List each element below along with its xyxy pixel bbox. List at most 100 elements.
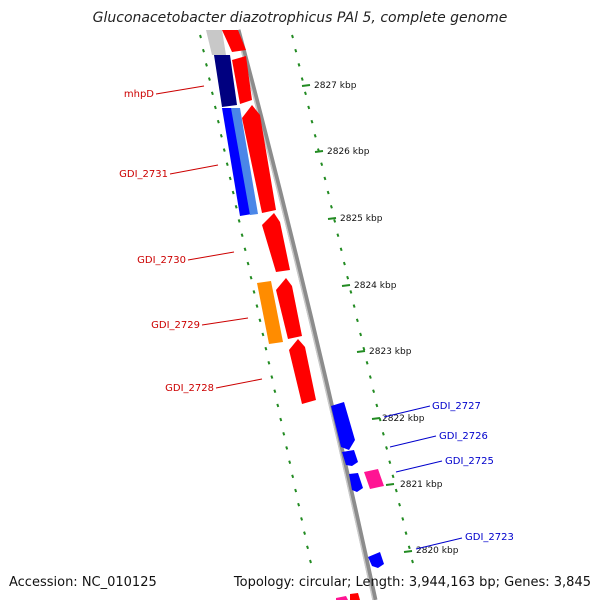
ruler-tick [371,417,381,420]
ruler-tick [301,84,311,87]
track-dash [231,190,235,195]
track-dash [342,261,346,266]
ruler-tick [403,550,413,553]
track-dash [365,361,369,365]
gene-GDI_2723 [368,552,384,568]
ruler-tick [314,150,324,153]
ruler-label: 2821 kbp [400,480,443,490]
track-dash [339,247,343,252]
track-dash [228,176,232,181]
gene-GDI_2728 [289,339,316,404]
track-dash [225,162,229,167]
track-dash [346,275,350,280]
gene-label[interactable]: GDI_2730 [137,255,186,266]
gene-label[interactable]: GDI_2729 [151,320,200,331]
track-dash [291,474,295,479]
ruler-tick [356,350,366,353]
track-dash [310,119,314,124]
track-dash [381,431,385,436]
track-dash [411,559,414,564]
gene-forward [276,278,302,339]
track-dash [216,119,220,124]
track-dash [404,531,408,535]
gene-label[interactable]: GDI_2727 [432,401,481,412]
label-leader [169,164,219,175]
track-dash [333,219,337,223]
gene-features [206,30,384,600]
dotted-track-left [199,34,312,564]
track-dash [222,148,226,152]
gene-forward [222,30,246,52]
track-dash [326,190,330,195]
label-leader [155,85,205,95]
gene-label[interactable]: GDI_2723 [465,532,514,543]
track-dash [210,91,214,96]
track-dash [336,233,340,237]
gene-forward [262,213,290,272]
track-dash [401,517,405,521]
label-leader [215,378,263,389]
gene-label[interactable]: GDI_2728 [165,383,214,394]
gene-label[interactable]: mhpD [124,89,154,100]
ruler: 2827 kbp 2826 kbp 2825 kbp 2824 kbp 2823… [301,81,459,556]
track-dash [375,403,379,408]
genome-backbone [235,29,378,600]
gene-mhpD [214,55,237,107]
ruler-label: 2824 kbp [354,281,397,291]
track-dash [270,375,274,379]
track-dash [313,134,317,138]
track-dash [398,502,401,507]
track-dash [237,219,241,223]
track-dash [202,48,205,53]
track-dash [388,460,392,464]
gene-GDI_2727 [331,402,355,450]
gene-label[interactable]: GDI_2731 [119,169,168,180]
label-leader [383,405,431,418]
track-dash [407,545,411,550]
track-dash [279,417,283,422]
track-dash [309,559,312,564]
track-dash [276,403,280,408]
track-dash [300,77,304,81]
genome-summary-text: Topology: circular; Length: 3,944,163 bp… [233,575,591,590]
track-dash [267,361,271,365]
gene-pink [336,596,348,600]
track-dash [282,431,286,436]
track-dash [291,34,294,39]
dotted-track-right [291,34,414,564]
track-dash [234,204,238,209]
gene-label[interactable]: GDI_2725 [445,456,494,467]
track-dash [219,134,223,138]
gene-forward [242,105,276,213]
ruler-label: 2820 kbp [416,546,459,556]
label-leader [187,251,235,261]
track-dash [204,63,208,67]
track-dash [258,318,262,323]
track-dash [385,446,389,450]
ruler-label: 2825 kbp [340,214,383,224]
track-dash [355,318,359,323]
gene-labels-right: GDI_2727 GDI_2726 GDI_2725 GDI_2723 [383,401,514,550]
gene-forward [350,593,360,600]
track-dash [368,375,372,379]
track-dash [297,63,301,67]
track-dash [264,346,268,351]
ruler-label: 2822 kbp [382,414,425,424]
ruler-tick [385,483,395,486]
gene-GDI_2726 [342,450,358,466]
track-dash [306,545,309,550]
label-leader [395,460,443,473]
track-dash [294,48,298,53]
track-dash [394,488,398,493]
track-dash [391,474,395,479]
track-dash [352,304,356,308]
track-dash [249,275,253,280]
ruler-tick [341,284,351,287]
track-dash [359,332,363,337]
gene-label[interactable]: GDI_2726 [439,431,488,442]
track-dash [288,460,292,464]
track-dash [372,389,376,394]
track-dash [213,105,217,110]
track-dash [349,290,353,294]
track-dash [300,517,304,521]
